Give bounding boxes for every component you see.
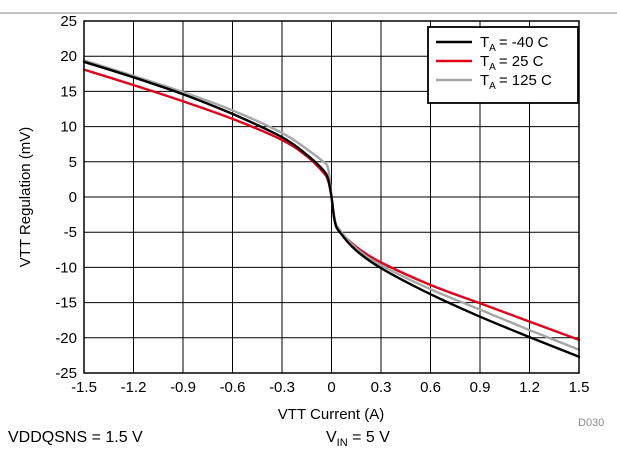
x-tick-label: 0 xyxy=(327,379,335,396)
x-tick-label: 1.5 xyxy=(569,379,590,396)
vin-symbol: V xyxy=(326,429,337,446)
y-tick-label: -5 xyxy=(64,224,77,241)
y-tick-label: 20 xyxy=(60,48,77,65)
series-line-0 xyxy=(82,60,581,358)
x-tick-label: -0.6 xyxy=(220,379,246,396)
x-tick-label: -0.9 xyxy=(170,379,196,396)
y-tick-label: 5 xyxy=(69,154,77,171)
y-tick-label: -25 xyxy=(55,365,77,382)
x-tick-label: -0.3 xyxy=(269,379,295,396)
x-tick-label: 0.6 xyxy=(420,379,441,396)
y-tick-label: 0 xyxy=(69,189,77,206)
legend-label-1: TA = 25 C xyxy=(480,53,544,73)
y-tick-label: -20 xyxy=(55,330,77,347)
y-tick-labels: 25 20 15 10 5 0 -5 -10 -15 -20 -25 xyxy=(55,13,77,382)
legend-box xyxy=(427,26,579,104)
x-axis-title: VTT Current (A) xyxy=(278,406,384,423)
y-tick-label: 10 xyxy=(60,119,77,136)
series-layer xyxy=(82,59,581,358)
legend-label-2: TA = 125 C xyxy=(480,72,552,92)
x-tick-label: 1.2 xyxy=(519,379,540,396)
y-tick-label: 15 xyxy=(60,83,77,100)
legend: TA = -40 CTA = 25 CTA = 125 C xyxy=(427,26,579,104)
x-tick-label: 0.3 xyxy=(371,379,392,396)
legend-label-0: TA = -40 C xyxy=(480,34,549,54)
vddqsns-note: VDDQSNS = 1.5 V xyxy=(8,429,143,446)
vin-note: VIN = 5 V xyxy=(326,429,390,449)
y-tick-label: -15 xyxy=(55,295,77,312)
figure-code: D030 xyxy=(578,417,604,429)
y-tick-label: 25 xyxy=(60,13,77,30)
plot-frame xyxy=(83,20,580,374)
x-tick-label: -1.2 xyxy=(121,379,147,396)
x-tick-label: 0.9 xyxy=(470,379,491,396)
y-tick-label: -10 xyxy=(55,259,77,276)
vin-value: = 5 V xyxy=(347,429,390,446)
y-axis-title: VTT Regulation (mV) xyxy=(17,127,34,268)
x-tick-labels: -1.5 -1.2 -0.9 -0.6 -0.3 0 0.3 0.6 0.9 1.2 1.5 xyxy=(71,379,589,396)
x-tick-label: -1.5 xyxy=(71,379,97,396)
vin-subscript: IN xyxy=(336,437,348,450)
